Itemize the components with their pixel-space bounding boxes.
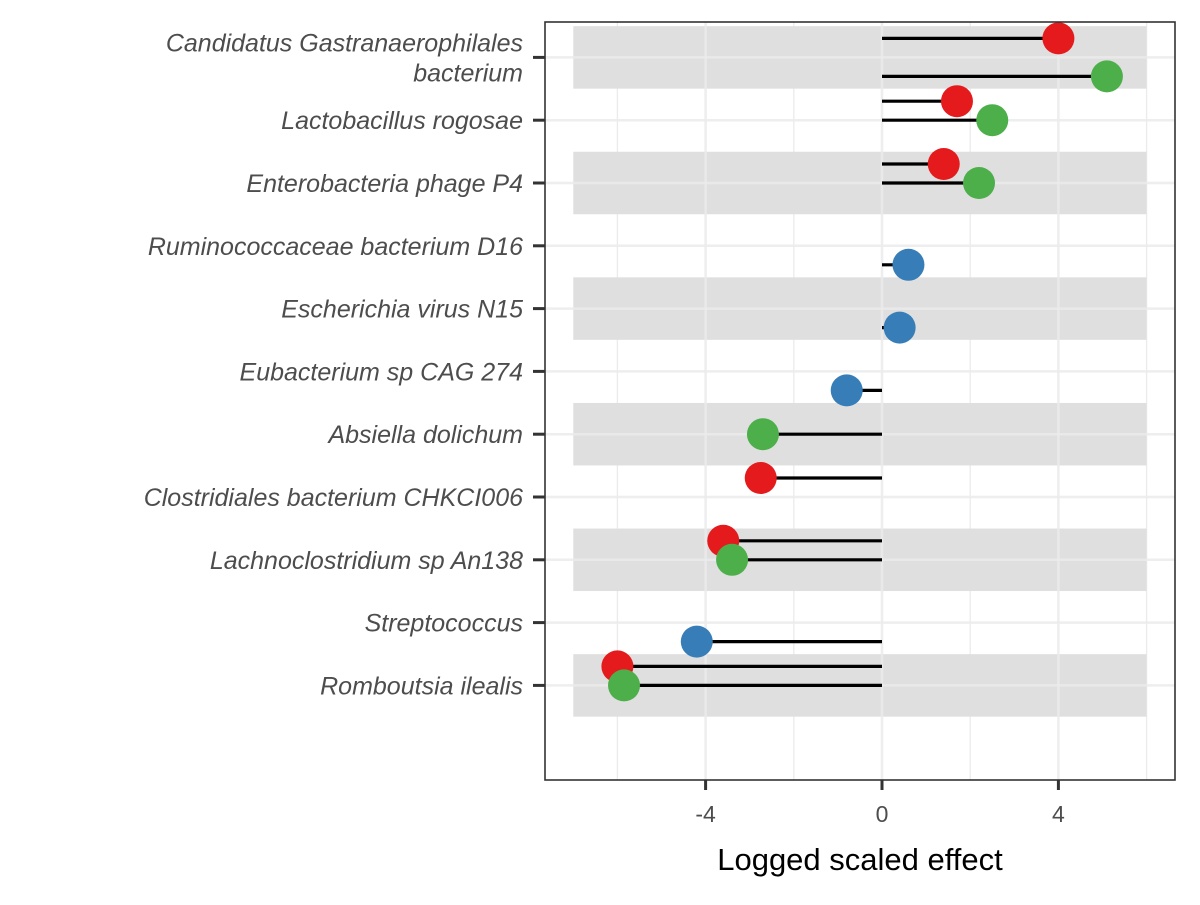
y-tick-label: Lachnoclostridium sp An138 (210, 547, 523, 575)
y-tick-label: Absiella dolichum (326, 421, 523, 449)
data-point (976, 104, 1009, 137)
x-axis-labels: -4 0 4 (695, 801, 1065, 827)
y-tick-label: Enterobacteria phage P4 (246, 170, 523, 198)
y-tick-label: Romboutsia ilealis (320, 672, 523, 700)
data-point (680, 625, 713, 658)
y-tick-label: Streptococcus (365, 610, 523, 638)
data-point (1042, 22, 1075, 55)
data-point (883, 311, 916, 344)
data-point (830, 374, 863, 407)
data-point (716, 543, 749, 576)
y-tick-label: Lactobacillus rogosae (281, 107, 523, 135)
y-tick-label: Clostridiales bacterium CHKCI006 (144, 484, 523, 512)
y-tick-label: Candidatus Gastranaerophilales (166, 29, 523, 57)
y-tick-label: Escherichia virus N15 (281, 296, 523, 324)
panel-border (544, 21, 1176, 781)
y-axis-ticks (533, 55, 545, 687)
y-tick-label: Eubacterium sp CAG 274 (240, 358, 523, 386)
grid-major (545, 22, 1175, 780)
y-tick-label: bacterium (413, 59, 523, 87)
y-tick-label: Ruminococcaceae bacterium D16 (148, 233, 523, 261)
data-point (940, 85, 973, 118)
data-point (746, 418, 779, 451)
lollipop-points (601, 22, 1123, 702)
data-point (927, 148, 960, 180)
x-axis-title: Logged scaled effect (717, 842, 1003, 877)
data-point (892, 248, 925, 281)
x-tick-label: -4 (695, 801, 716, 827)
data-point (963, 167, 996, 199)
x-axis-ticks (704, 780, 1060, 790)
data-point (744, 462, 777, 494)
x-tick-label: 4 (1052, 801, 1065, 827)
data-point (1090, 60, 1123, 93)
panel-background (545, 22, 1175, 780)
x-tick-label: 0 (876, 801, 889, 827)
data-point (608, 669, 641, 702)
